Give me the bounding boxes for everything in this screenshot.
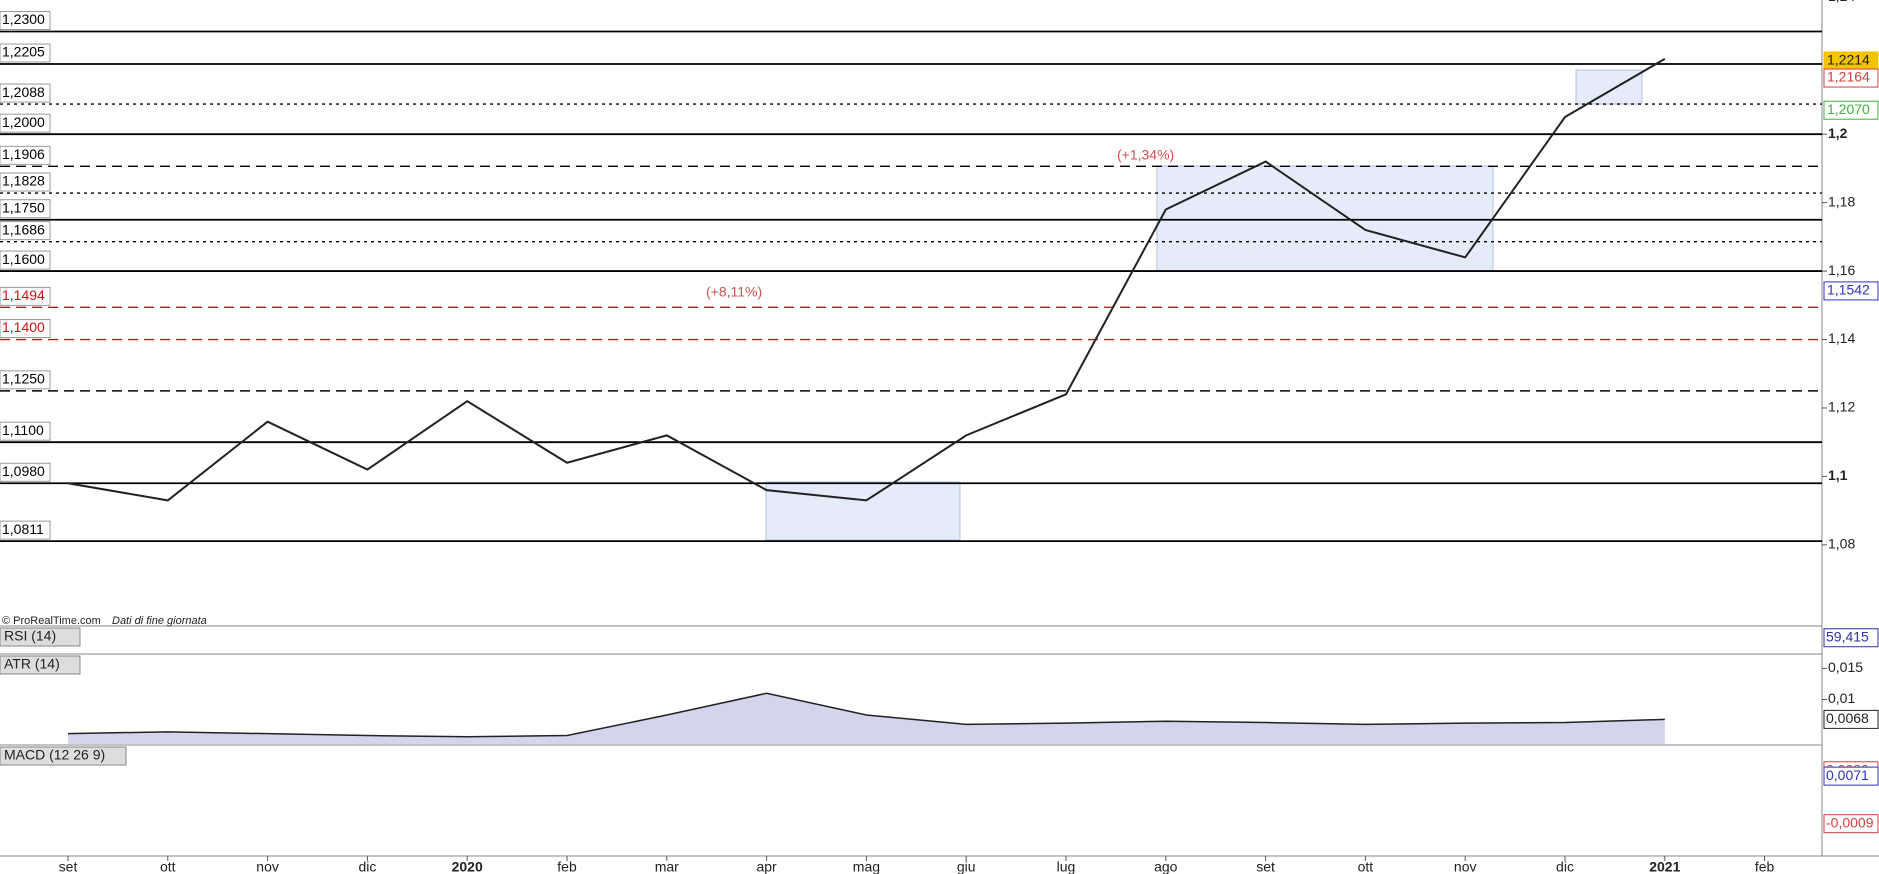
level-label: 1,1828 (2, 173, 45, 189)
x-tick-label: mar (655, 859, 679, 874)
panel-label: ATR (14) (4, 656, 60, 672)
panel-label-box (0, 746, 127, 766)
consolidation-box (765, 481, 961, 541)
x-tick-label: ott (1358, 859, 1374, 874)
x-tick-label: feb (1755, 859, 1775, 874)
level-label: 1,1250 (2, 371, 45, 387)
last-value-label: 0,0071 (1826, 767, 1869, 783)
x-tick-label: dic (1556, 859, 1574, 874)
x-tick-label: 2020 (452, 859, 483, 874)
level-label-box (0, 10, 51, 30)
x-tick-label: ago (1154, 859, 1178, 874)
level-label: 1,1750 (2, 199, 45, 215)
level-label-box (0, 462, 51, 482)
level-label: 1,1100 (2, 422, 44, 438)
panel-label: RSI (14) (4, 628, 56, 644)
y-tick-label: 1,1 (1828, 467, 1848, 483)
x-tick-label: nov (1454, 859, 1477, 874)
x-tick-label: dic (358, 859, 376, 874)
last-value-label: 59,415 (1826, 628, 1869, 644)
level-label: 1,0980 (2, 463, 45, 479)
last-value-box (1823, 628, 1879, 648)
level-label-box (0, 113, 51, 133)
x-tick-label: set (59, 859, 78, 874)
level-label: 1,2000 (2, 114, 45, 130)
level-label: 1,0811 (2, 521, 44, 537)
last-value-label: -0,0009 (1826, 814, 1874, 830)
price-label-box (1823, 100, 1879, 120)
source-note: Dati di fine giornata (112, 615, 207, 627)
panel-label-box (0, 655, 81, 675)
panel-label-box (0, 627, 81, 647)
level-label-box (0, 43, 51, 63)
panel-area (68, 693, 1665, 744)
level-label-box (0, 221, 51, 241)
level-label: 1,1600 (2, 251, 45, 267)
panel-line (67, 692, 1665, 738)
y-tick-label: 1,14 (1828, 330, 1855, 346)
last-value-label: 0,0068 (1826, 710, 1869, 726)
level-label-box (0, 199, 51, 219)
level-label-box (0, 286, 51, 306)
price-label-box (1823, 281, 1879, 301)
level-label: 1,1686 (2, 221, 45, 237)
x-tick-label: apr (756, 859, 777, 874)
last-value-box (1823, 814, 1879, 834)
x-tick-label: feb (557, 859, 577, 874)
x-tick-label: mag (853, 859, 880, 874)
level-label-box (0, 319, 51, 339)
price-label: 1,2164 (1827, 69, 1870, 85)
price-label: 1,1542 (1827, 282, 1870, 298)
level-label: 1,1494 (2, 287, 45, 303)
consolidation-box (1156, 165, 1494, 272)
level-label-box (0, 172, 51, 192)
level-label: 1,2088 (2, 84, 45, 100)
level-label: 1,2205 (2, 44, 45, 60)
x-tick-label: nov (256, 859, 279, 874)
level-label: 1,2300 (2, 11, 45, 27)
level-label-box (0, 83, 51, 103)
x-tick-label: ott (160, 859, 176, 874)
annotation: (+1,34%) (1117, 147, 1174, 163)
last-value-box (1823, 766, 1879, 786)
level-label-box (0, 421, 51, 441)
y-tick-label: 1,08 (1828, 536, 1855, 552)
panel-label: MACD (12 26 9) (4, 747, 105, 763)
y-tick-label: 1,24 (1828, 0, 1855, 4)
x-tick-label: giu (957, 859, 976, 874)
price-label: 1,2214 (1827, 52, 1870, 68)
level-label-box (0, 520, 51, 540)
y-tick-label: 1,16 (1828, 262, 1855, 278)
price-label: 1,2070 (1827, 101, 1870, 117)
source: © ProRealTime.com (2, 615, 101, 627)
x-tick-label: lug (1057, 859, 1076, 874)
level-label: 1,1906 (2, 146, 45, 162)
x-tick-label: 2021 (1649, 859, 1680, 874)
annotation: (+8,11%) (706, 284, 762, 300)
level-label-box (0, 250, 51, 270)
panel-tick-label: 0,01 (1828, 690, 1855, 706)
price-line (67, 58, 1666, 502)
consolidation-box (1575, 69, 1643, 105)
level-label: 1,1400 (2, 319, 45, 335)
y-tick-label: 1,2 (1828, 125, 1848, 141)
level-label-box (0, 370, 51, 390)
y-tick-label: 1,12 (1828, 399, 1855, 415)
last-value-box (1823, 709, 1879, 729)
x-tick-label: set (1256, 859, 1275, 874)
price-label-box (1823, 68, 1879, 88)
y-tick-label: 1,18 (1828, 193, 1855, 209)
panel-tick-label: 0,015 (1828, 659, 1863, 675)
level-label-box (0, 145, 51, 165)
